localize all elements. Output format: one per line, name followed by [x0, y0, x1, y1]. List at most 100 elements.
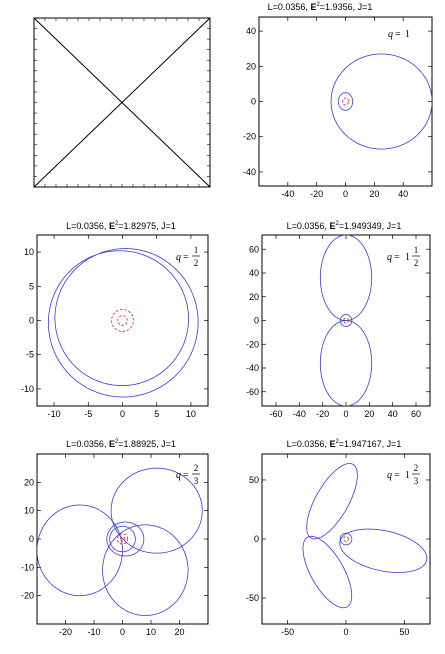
y-tick-label: -60: [246, 387, 259, 397]
x-tick-label: -40: [293, 409, 306, 419]
x-tick-label: 20: [369, 189, 379, 199]
series-orbit-4: [109, 525, 136, 553]
svg-text:2: 2: [194, 258, 199, 268]
panel-q2third-left: L=0.0356, E2=1.88925, J=1 -20 -10 0 10 20-20…: [21, 439, 209, 637]
y-tick-label: 20: [246, 61, 256, 71]
svg-text:3: 3: [414, 476, 419, 486]
series-orbit-3: [339, 532, 353, 546]
series-horizon-6: [119, 536, 126, 542]
y-tick-label: -20: [246, 339, 259, 349]
svg-text:q: q: [387, 470, 392, 481]
panel-q1half-left: L=0.0356, E2=1.82975, J=1 -10 -5 0 5 10-10-5…: [21, 221, 209, 419]
x-tick-label: 5: [154, 409, 159, 419]
x-tick-label: 60: [411, 409, 421, 419]
series-orbit-1: [37, 504, 123, 597]
y-tick-label: 20: [24, 477, 34, 487]
panel-penrose: [33, 17, 211, 188]
x-tick-label: -20: [310, 189, 323, 199]
y-tick-label: 50: [249, 475, 259, 485]
series-orbit-2: [339, 314, 353, 327]
panel-q2third-right: L=0.0356, E2=1.947167, J=1 -50 0 50-50050 …: [246, 439, 431, 637]
y-tick-label: -10: [21, 384, 34, 394]
svg-text:2: 2: [414, 463, 419, 473]
series-orbit-0: [306, 463, 358, 540]
series-orbit-3: [106, 521, 145, 557]
y-tick-label: 0: [254, 534, 259, 544]
panel-q1: L=0.0356, E2=1.9356, J=1 -40 -20 0 20 40-40-…: [243, 2, 433, 199]
svg-text:1: 1: [405, 29, 410, 40]
x-tick-label: 0: [120, 627, 125, 637]
series-orbit-0: [330, 53, 432, 150]
y-tick-label: 0: [29, 534, 34, 544]
panel-q1half-right: L=0.0356, E2=1.949349, J=1 -60 -40 -20 0 20 4…: [246, 221, 431, 419]
panel-q2third-right-title: L=0.0356, E2=1.947167, J=1: [287, 439, 402, 449]
penrose-ticks: [34, 18, 210, 187]
series-orbit-1: [319, 320, 373, 406]
series-horizon-4: [343, 536, 349, 542]
y-tick-label: -20: [243, 132, 256, 142]
svg-text:q: q: [176, 470, 181, 481]
panel-q2third-left-q-label: q = 2 3: [176, 463, 200, 486]
x-tick-label: -20: [316, 409, 329, 419]
y-tick-label: -40: [246, 363, 259, 373]
series-orbit-0: [319, 235, 373, 321]
x-tick-label: -50: [281, 627, 294, 637]
svg-text:=: =: [183, 470, 189, 481]
svg-text:2: 2: [414, 258, 419, 268]
penrose-diagonal-up: [33, 17, 211, 188]
svg-text:=: =: [183, 252, 189, 263]
y-tick-label: 20: [249, 292, 259, 302]
panel-q1-q-label: q = 1: [388, 29, 410, 40]
series-horizon-5: [116, 533, 129, 545]
x-tick-label: 20: [174, 627, 184, 637]
x-tick-label: 0: [343, 409, 348, 419]
y-tick-label: 60: [249, 244, 259, 254]
panel-q1half-right-title: L=0.0356, E2=1.949349, J=1: [287, 221, 402, 231]
y-tick-label: -20: [21, 591, 34, 601]
series-horizon-2: [117, 315, 128, 326]
series-orbit-0: [110, 467, 203, 554]
y-tick-label: 40: [249, 268, 259, 278]
panel-q1half-left-plot: -10 -5 0 5 10 -10 -5 0 5 10: [21, 235, 208, 419]
svg-text:1: 1: [405, 470, 410, 481]
y-tick-label: 0: [29, 316, 34, 326]
svg-text:=: =: [394, 252, 400, 263]
svg-text:q: q: [387, 252, 392, 263]
panel-q1-frame: [258, 16, 433, 187]
x-tick-label: -20: [59, 627, 72, 637]
x-tick-label: 0: [343, 189, 348, 199]
panel-q2third-left-title: L=0.0356, E2=1.88925, J=1: [66, 439, 176, 449]
svg-text:q: q: [388, 29, 393, 40]
y-tick-label: -40: [243, 167, 256, 177]
panel-q1-plot: -40 -20 0 20 40 -40 -20 0 20 40: [243, 17, 432, 199]
x-tick-label: -40: [281, 189, 294, 199]
x-tick-label: 10: [146, 627, 156, 637]
y-tick-label: 10: [24, 247, 34, 257]
x-tick-label: -10: [87, 627, 100, 637]
y-tick-label: 0: [254, 316, 259, 326]
y-tick-label: -5: [26, 350, 34, 360]
x-tick-label: -5: [84, 409, 92, 419]
svg-text:1: 1: [414, 245, 419, 255]
panel-q2third-right-plot: -50 0 50 -50 0 50: [246, 454, 430, 637]
x-tick-label: -10: [48, 409, 61, 419]
panel-q1-title: L=0.0356, E2=1.9356, J=1: [268, 2, 373, 12]
y-tick-label: 5: [29, 281, 34, 291]
y-tick-label: 10: [24, 506, 34, 516]
panel-q2third-right-q-label: q = 1 2 3: [387, 463, 420, 486]
series-orbit-0: [47, 248, 199, 398]
y-tick-label: -10: [21, 562, 34, 572]
panel-q1half-right-q-label: q = 1 1 2: [387, 245, 420, 268]
series-orbit-1: [337, 92, 354, 111]
series-orbit-1: [339, 528, 428, 573]
svg-text:1: 1: [405, 252, 410, 263]
series-horizon-2: [342, 97, 349, 106]
svg-text:2: 2: [194, 463, 199, 473]
svg-text:3: 3: [194, 476, 199, 486]
x-tick-label: 0: [343, 627, 348, 637]
panel-q2third-left-plot: -20 -10 0 10 20 -20 -10 0 10 20: [21, 454, 208, 637]
y-tick-label: 0: [251, 97, 256, 107]
svg-text:=: =: [395, 29, 401, 40]
x-tick-label: -60: [269, 409, 282, 419]
